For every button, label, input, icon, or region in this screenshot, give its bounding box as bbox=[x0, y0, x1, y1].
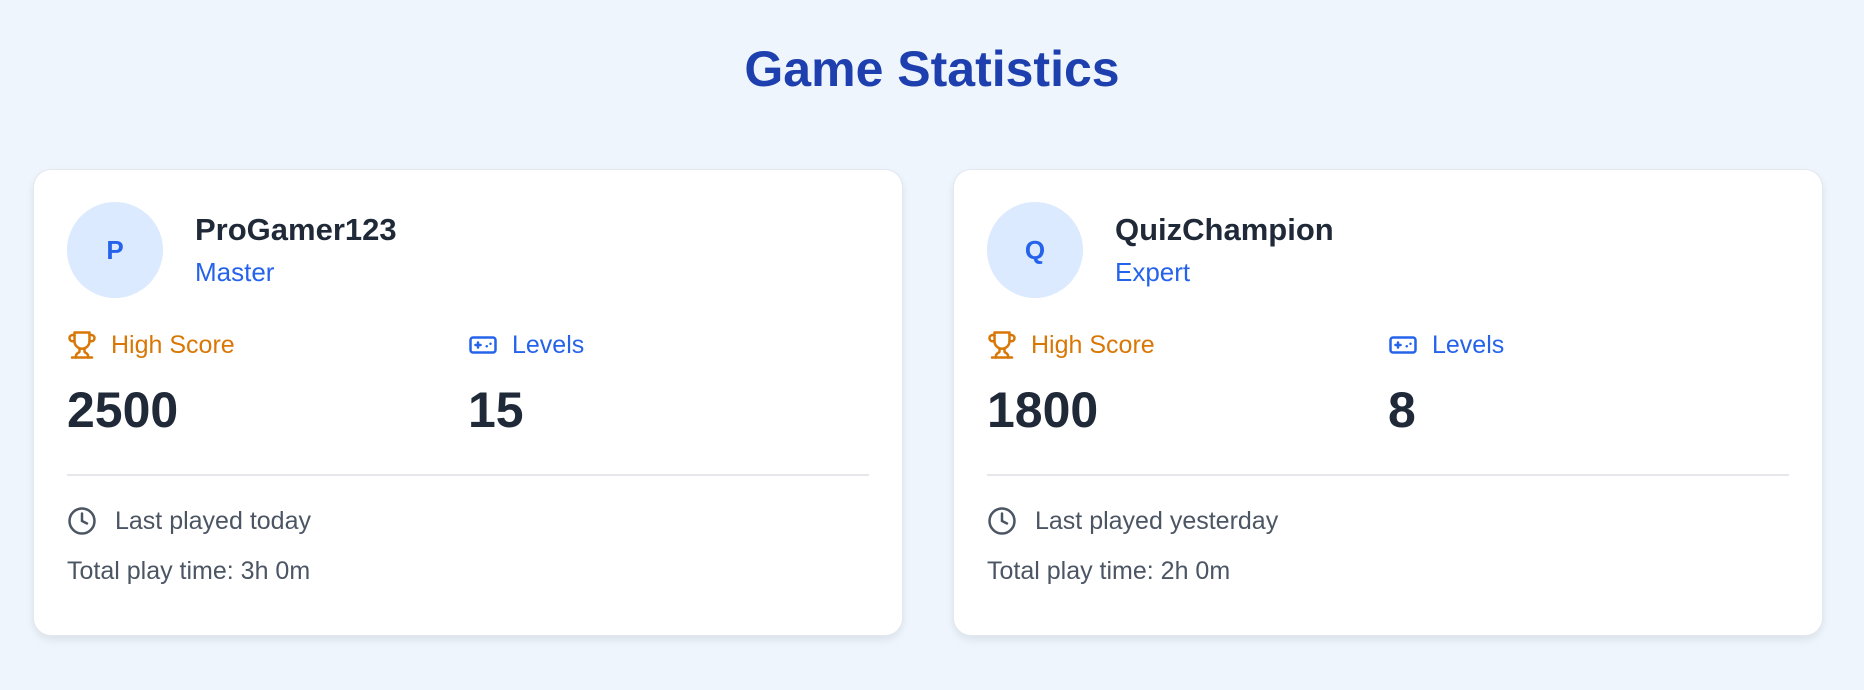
high-score-value: 1800 bbox=[987, 382, 1099, 438]
high-score-value: 2500 bbox=[67, 382, 179, 438]
last-played: Last played yesterday bbox=[1035, 507, 1279, 535]
player-name: ProGamer123 bbox=[195, 212, 397, 247]
levels-value: 8 bbox=[1388, 382, 1416, 438]
trophy-icon bbox=[988, 331, 1016, 359]
clock-icon bbox=[68, 507, 96, 535]
divider bbox=[67, 474, 869, 476]
divider bbox=[987, 474, 1789, 476]
high-score-label: High Score bbox=[1031, 331, 1155, 359]
player-tier: Expert bbox=[1115, 257, 1191, 287]
player-tier: Master bbox=[195, 257, 275, 287]
avatar: Q bbox=[987, 202, 1083, 298]
total-play-time: Total play time: 2h 0m bbox=[987, 557, 1231, 585]
last-played: Last played today bbox=[115, 507, 311, 535]
gamepad-icon bbox=[1389, 336, 1417, 354]
total-play-time: Total play time: 3h 0m bbox=[67, 557, 311, 585]
player-name: QuizChampion bbox=[1115, 212, 1334, 247]
player-card: P ProGamer123 Master High Score 2500 Lev… bbox=[33, 169, 903, 636]
levels-value: 15 bbox=[468, 382, 524, 438]
trophy-icon bbox=[68, 331, 96, 359]
avatar: P bbox=[67, 202, 163, 298]
levels-label: Levels bbox=[1432, 331, 1505, 359]
levels-label: Levels bbox=[512, 331, 585, 359]
gamepad-icon bbox=[469, 336, 497, 354]
page-title: Game Statistics bbox=[744, 41, 1120, 97]
clock-icon bbox=[988, 507, 1016, 535]
player-card: Q QuizChampion Expert High Score 1800 Le… bbox=[953, 169, 1823, 636]
high-score-label: High Score bbox=[111, 331, 235, 359]
